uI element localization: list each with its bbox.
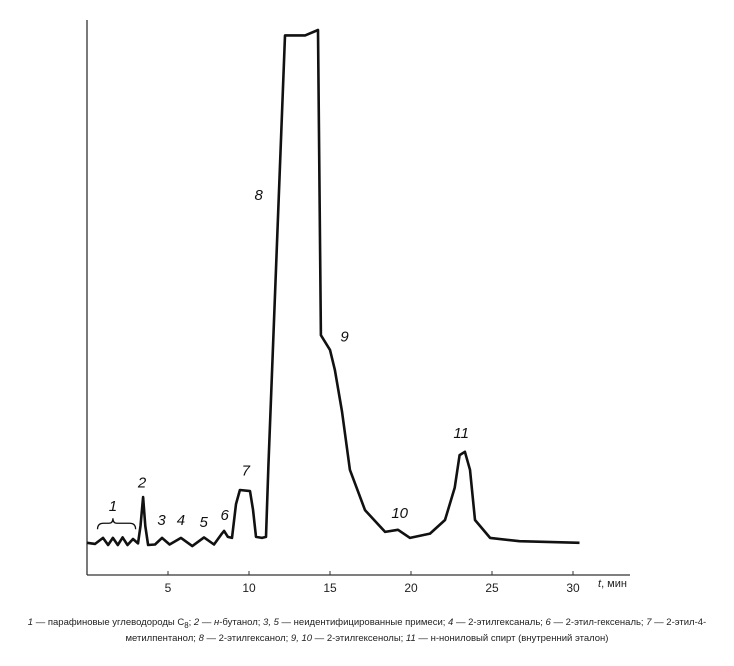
x-tick-label: 15 (323, 581, 337, 595)
caption-text: — неидентифицированные примеси; (278, 617, 449, 628)
caption-text: -бутанол; (219, 617, 264, 628)
caption-peak-number: 11 (405, 632, 416, 644)
caption-peak-number: 8 (198, 632, 204, 644)
caption-peak-number: 6 (545, 617, 551, 628)
x-tick-label: 10 (242, 581, 256, 595)
caption-text: ; (188, 617, 194, 628)
peak-label: 7 (242, 462, 251, 479)
x-tick-label: 5 (165, 581, 172, 595)
caption-text: — 2-этилгексанол; (203, 632, 291, 644)
peak-label: 8 (255, 187, 264, 204)
caption-peak-number: 4 (448, 617, 454, 628)
peak-label: 1 (109, 498, 117, 515)
caption-peak-number: 9, 10 (290, 632, 313, 644)
x-tick-label: 25 (485, 581, 499, 595)
peak-label: 10 (391, 505, 408, 522)
caption-text: — 2-этилгексенолы; (312, 632, 406, 644)
caption-text: — 2-этил-гексеналь; (550, 617, 647, 628)
x-axis-label: t, мин (598, 578, 627, 590)
caption-peak-number: 3, 5 (263, 617, 279, 628)
peak-label: 4 (177, 512, 185, 529)
caption-text: — н-нониловый спирт (внутренний эталон) (415, 632, 609, 644)
caption-peak-number: 7 (646, 617, 652, 628)
peak-label: 2 (137, 474, 147, 491)
x-tick-label: 20 (404, 581, 418, 595)
peak-label: 11 (453, 425, 469, 442)
caption-text: — 2-этил-4-метилпентанол; (125, 617, 707, 644)
caption-peak-number: 2 (193, 617, 200, 628)
x-tick-label: 30 (566, 581, 580, 595)
caption-text: — парафиновые углеводороды С (33, 617, 185, 628)
peak-label: 6 (221, 507, 230, 524)
caption-text: — (199, 617, 214, 628)
caption-text: — 2-этилгексаналь; (453, 617, 546, 628)
caption-peak-number: 1 (27, 617, 34, 628)
caption-italic: н (213, 617, 220, 628)
peak-label: 3 (157, 512, 166, 529)
peak-label: 9 (340, 329, 349, 346)
brace (96, 518, 137, 530)
figure-caption: 1 — парафиновые углеводороды С8; 2 — н-б… (20, 616, 714, 645)
caption-subscript: 8 (184, 620, 189, 630)
chromatogram-trace (86, 28, 580, 548)
peak-label: 5 (199, 514, 208, 531)
